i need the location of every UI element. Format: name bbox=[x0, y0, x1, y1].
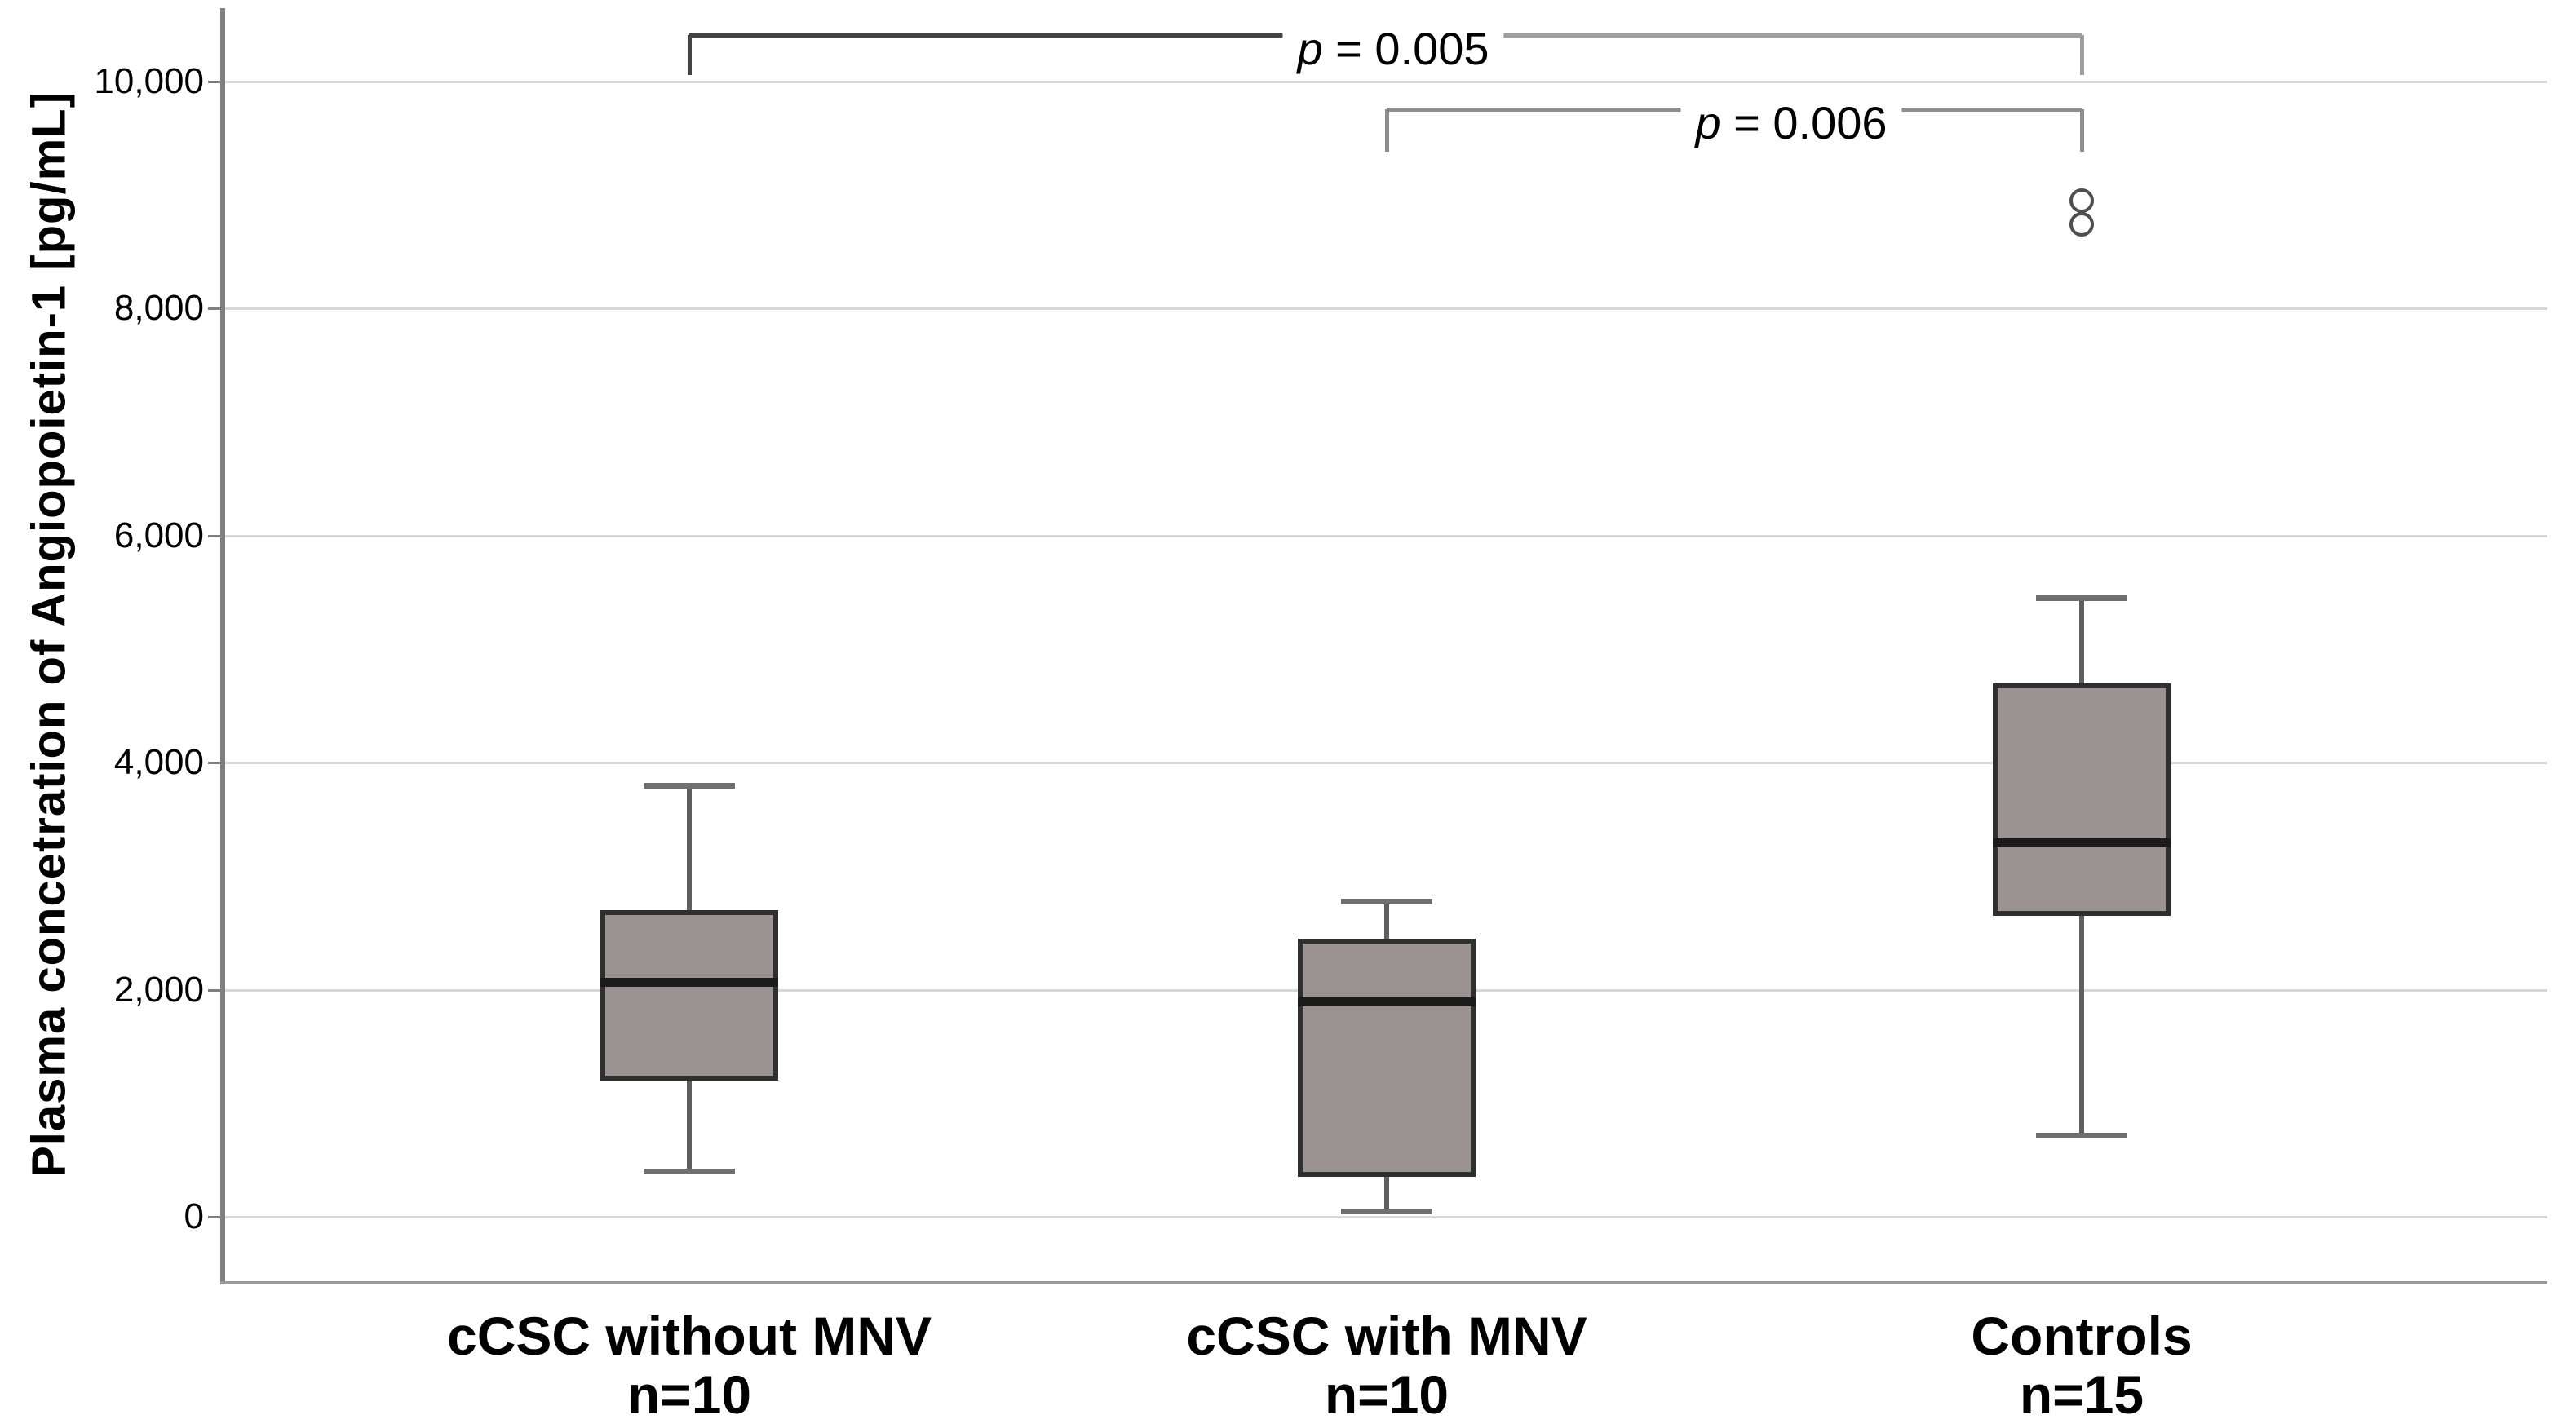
y-axis-line bbox=[220, 8, 225, 1283]
bracket-line-right bbox=[1386, 33, 2082, 38]
y-tick-label-8000: 8,000 bbox=[113, 288, 204, 329]
y-tick-label-4000: 4,000 bbox=[113, 742, 204, 783]
gridline-0 bbox=[223, 1216, 2547, 1218]
y-tick-label-2000: 2,000 bbox=[113, 969, 204, 1010]
p-symbol: p bbox=[1297, 23, 1323, 74]
bracket-line-right bbox=[1734, 108, 2082, 112]
gridline-6000 bbox=[223, 534, 2547, 537]
y-tick-mark-2000 bbox=[208, 988, 223, 992]
bracket-line-left bbox=[689, 33, 1386, 38]
group-name: Controls bbox=[1971, 1306, 2193, 1366]
whisker-cap-top bbox=[644, 783, 735, 789]
x-label-group-3: Controls n=15 bbox=[1971, 1306, 2192, 1424]
y-tick-mark-6000 bbox=[208, 534, 223, 537]
y-tick-label-0: 0 bbox=[184, 1196, 204, 1236]
x-label-group-1: cCSC without MNV n=10 bbox=[447, 1306, 932, 1424]
y-tick-mark-10000 bbox=[208, 81, 223, 83]
median-line bbox=[600, 977, 778, 987]
bracket-tick-right bbox=[2080, 35, 2084, 75]
x-label-group-2: cCSC with MNV n=10 bbox=[1186, 1306, 1587, 1424]
whisker-cap-bottom bbox=[644, 1169, 735, 1175]
bracket-line-left bbox=[1387, 108, 1734, 112]
p-value-label: p = 0.005 bbox=[1282, 20, 1504, 77]
p-value-text: = 0.006 bbox=[1720, 97, 1888, 148]
bracket-tick-left bbox=[688, 35, 692, 75]
p-symbol: p bbox=[1695, 97, 1721, 148]
group-n: n=10 bbox=[626, 1364, 752, 1425]
group-n: n=10 bbox=[1324, 1364, 1450, 1425]
x-axis-frame-line bbox=[220, 1281, 2547, 1284]
box-iqr bbox=[600, 910, 778, 1081]
y-tick-mark-4000 bbox=[208, 762, 223, 765]
box-iqr bbox=[1993, 683, 2171, 917]
whisker-cap-bottom bbox=[1341, 1209, 1432, 1215]
whisker-cap-top bbox=[2036, 595, 2127, 602]
box-iqr bbox=[1298, 938, 1476, 1178]
median-line bbox=[1993, 838, 2171, 847]
y-tick-label-10000: 10,000 bbox=[94, 61, 204, 101]
outlier-point bbox=[2069, 212, 2094, 237]
y-axis-title: Plasma concetration of Angiopoietin-1 [p… bbox=[22, 91, 76, 1178]
y-tick-mark-8000 bbox=[208, 307, 223, 311]
bracket-tick-right bbox=[2080, 109, 2084, 152]
gridline-4000 bbox=[223, 762, 2547, 765]
y-tick-mark-0 bbox=[208, 1216, 223, 1218]
group-n: n=15 bbox=[2019, 1364, 2144, 1425]
outlier-point bbox=[2069, 188, 2094, 214]
gridline-10000 bbox=[223, 81, 2547, 83]
gridline-8000 bbox=[223, 307, 2547, 311]
group-name: cCSC with MNV bbox=[1186, 1306, 1587, 1366]
whisker-cap-bottom bbox=[2036, 1132, 2127, 1138]
median-line bbox=[1298, 997, 1476, 1006]
group-name: cCSC without MNV bbox=[447, 1306, 932, 1366]
p-value-text: = 0.005 bbox=[1322, 23, 1489, 74]
whisker-cap-top bbox=[1341, 899, 1432, 905]
bracket-tick-left bbox=[1385, 109, 1389, 152]
p-value-label: p = 0.006 bbox=[1680, 95, 1902, 152]
y-tick-label-6000: 6,000 bbox=[113, 515, 204, 555]
